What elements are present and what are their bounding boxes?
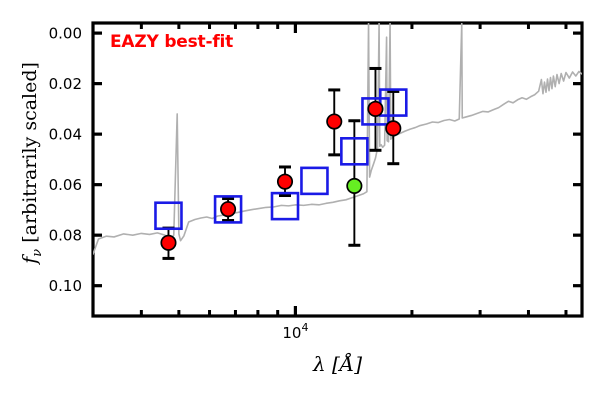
model-photometry-marker: [213, 195, 243, 224]
y-tick-label: 0.00: [49, 25, 82, 43]
observed-photometry-point: [385, 120, 402, 137]
model-photometry-marker: [300, 166, 329, 196]
y-tick-label: 0.02: [49, 75, 82, 93]
x-axis-label-lambda: λ: [312, 352, 326, 376]
annotation-eazy-best-fit: EAZY best-fit: [110, 32, 233, 52]
axis-ticks: [93, 23, 582, 316]
model-photometry-marker: [154, 201, 183, 231]
y-axis-label-f: f: [19, 256, 42, 264]
axes-frame: [91, 21, 584, 318]
x-tick-label: 104: [282, 321, 308, 342]
x-axis-label-unit: [Å]: [331, 352, 363, 376]
flagged-photometry-point: [346, 177, 363, 194]
y-axis-label-rest: [arbitrarily scaled]: [19, 62, 42, 249]
annotation-text: EAZY best-fit: [110, 32, 234, 52]
y-axis-label: fν [arbitrarily scaled]: [19, 13, 45, 313]
best-fit-spectrum-line: [93, 23, 582, 255]
observed-photometry-group: [160, 100, 402, 251]
observed-photometry-point: [326, 113, 343, 130]
y-tick-label: 0.04: [49, 126, 82, 144]
y-tick-label: 0.08: [49, 227, 82, 245]
observed-photometry-point: [220, 201, 237, 218]
axis-tick-labels: 0.10 0.08 0.06 0.04 0.02 0.00 104: [49, 25, 309, 342]
observed-photometry-point: [367, 100, 384, 117]
model-photometry-marker: [361, 97, 390, 126]
model-photometry-marker: [340, 137, 369, 166]
model-photometry-group: [154, 88, 408, 231]
model-photometry-marker: [270, 191, 300, 221]
observed-photometry-point: [160, 234, 177, 251]
y-tick-label: 0.10: [49, 277, 82, 295]
x-axis-label: λ [Å]: [93, 352, 582, 376]
y-axis-label-nu: ν: [29, 248, 45, 257]
observed-photometry-point: [276, 173, 294, 190]
y-tick-label: 0.06: [49, 176, 82, 194]
